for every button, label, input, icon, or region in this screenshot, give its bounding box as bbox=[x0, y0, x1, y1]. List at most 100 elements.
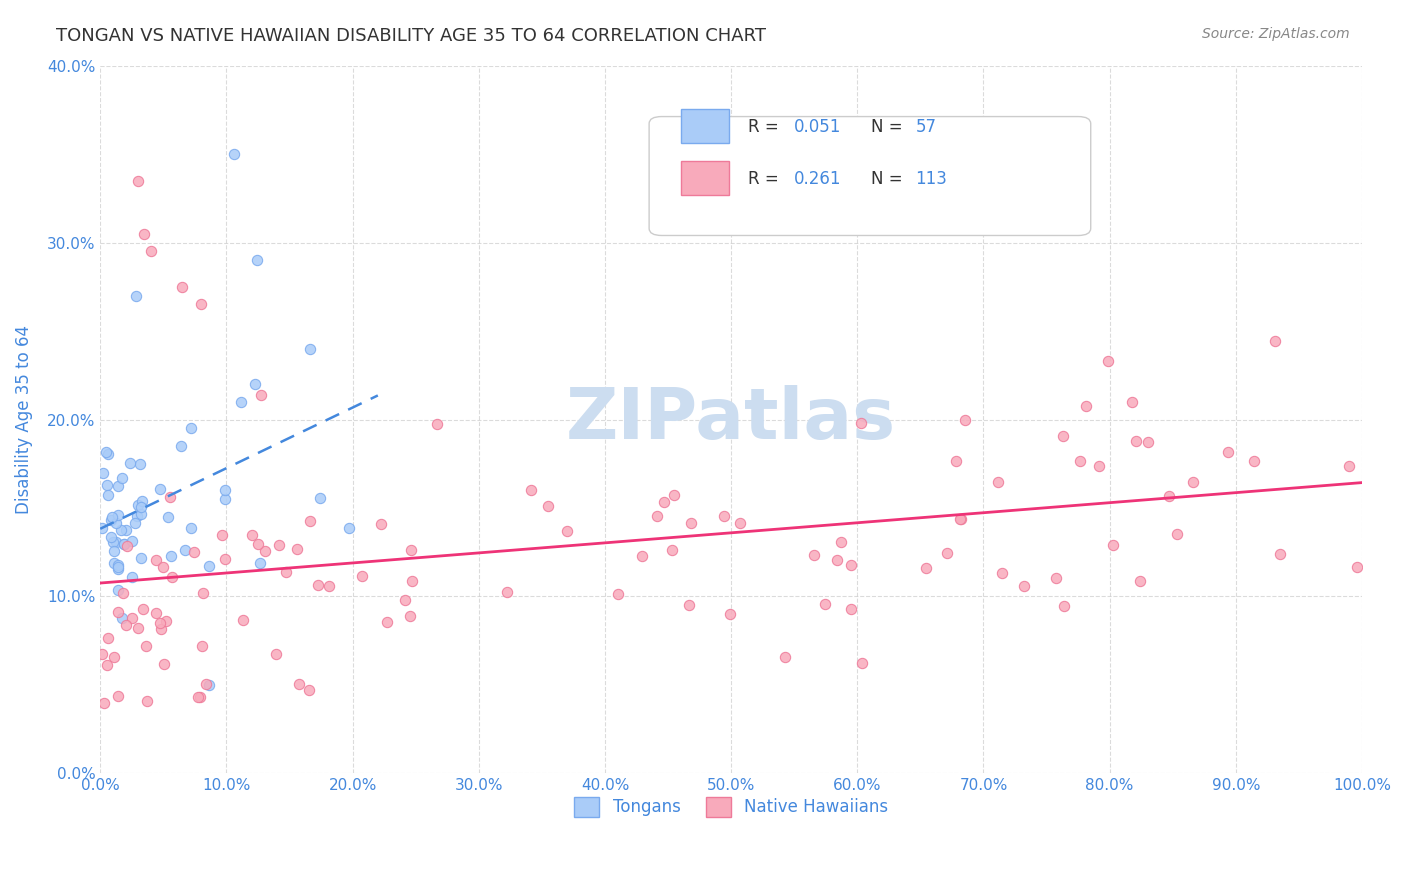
Point bbox=[97, 488, 120, 502]
Point bbox=[718, 607, 741, 622]
Text: N =: N = bbox=[872, 118, 908, 136]
Point bbox=[247, 537, 270, 551]
Point bbox=[1264, 334, 1286, 348]
Point bbox=[1129, 574, 1152, 589]
Point bbox=[803, 548, 825, 562]
Point bbox=[211, 527, 233, 541]
Point bbox=[1012, 579, 1035, 593]
Point bbox=[249, 556, 271, 570]
Point bbox=[104, 535, 127, 549]
Point bbox=[1182, 475, 1205, 489]
Point bbox=[773, 650, 796, 665]
Point bbox=[131, 551, 153, 566]
Point bbox=[103, 650, 125, 665]
Point bbox=[1166, 527, 1188, 541]
Point bbox=[127, 173, 149, 187]
Point bbox=[149, 482, 172, 496]
Point bbox=[150, 623, 173, 637]
Point bbox=[180, 520, 202, 534]
Point bbox=[537, 499, 560, 513]
Point bbox=[131, 601, 153, 615]
Point bbox=[187, 690, 209, 705]
Point bbox=[935, 546, 957, 560]
Text: R =: R = bbox=[748, 118, 783, 136]
Point bbox=[914, 561, 936, 575]
Point bbox=[1125, 434, 1147, 448]
Point bbox=[145, 553, 167, 567]
Text: ZIPatlas: ZIPatlas bbox=[567, 385, 896, 454]
Point bbox=[129, 500, 152, 515]
Point bbox=[298, 514, 321, 528]
Point bbox=[159, 490, 181, 504]
Point bbox=[131, 493, 153, 508]
FancyBboxPatch shape bbox=[650, 117, 1091, 235]
Point bbox=[232, 613, 254, 627]
Point bbox=[115, 540, 138, 554]
Point bbox=[107, 606, 129, 620]
Text: N =: N = bbox=[872, 169, 908, 188]
Point bbox=[298, 342, 321, 356]
Point bbox=[107, 561, 129, 575]
Point bbox=[377, 615, 399, 630]
Point bbox=[155, 614, 177, 628]
Point bbox=[107, 508, 129, 522]
Point bbox=[103, 556, 125, 570]
Point bbox=[129, 507, 152, 521]
Point bbox=[91, 521, 114, 535]
Point bbox=[110, 523, 132, 537]
Point bbox=[107, 479, 129, 493]
Point bbox=[813, 598, 835, 612]
Point bbox=[945, 454, 967, 468]
Point bbox=[949, 511, 972, 525]
Point bbox=[661, 543, 683, 558]
Point bbox=[401, 574, 423, 589]
Text: 57: 57 bbox=[915, 118, 936, 136]
Text: TONGAN VS NATIVE HAWAIIAN DISABILITY AGE 35 TO 64 CORRELATION CHART: TONGAN VS NATIVE HAWAIIAN DISABILITY AGE… bbox=[56, 27, 766, 45]
Point bbox=[1102, 538, 1125, 552]
Point bbox=[107, 558, 129, 573]
Point bbox=[631, 549, 654, 564]
Point bbox=[191, 586, 214, 600]
Point bbox=[121, 533, 143, 548]
Point bbox=[370, 516, 392, 531]
Point bbox=[198, 678, 221, 692]
Point bbox=[112, 537, 135, 551]
Text: Source: ZipAtlas.com: Source: ZipAtlas.com bbox=[1202, 27, 1350, 41]
Point bbox=[172, 280, 194, 294]
Point bbox=[97, 631, 120, 645]
Point bbox=[129, 458, 152, 472]
Text: 0.051: 0.051 bbox=[794, 118, 842, 136]
Point bbox=[135, 639, 157, 653]
Point bbox=[91, 466, 114, 480]
Point bbox=[173, 542, 195, 557]
Point bbox=[1270, 548, 1292, 562]
Point bbox=[97, 447, 120, 461]
Point bbox=[101, 534, 124, 549]
Point bbox=[107, 583, 129, 598]
Point bbox=[1097, 354, 1119, 368]
Point bbox=[214, 552, 236, 566]
Point bbox=[90, 647, 112, 661]
Point bbox=[1045, 571, 1067, 585]
Point bbox=[191, 639, 214, 653]
Point bbox=[96, 657, 118, 672]
Point bbox=[987, 475, 1010, 489]
Text: 0.261: 0.261 bbox=[794, 169, 842, 188]
Point bbox=[652, 495, 675, 509]
Y-axis label: Disability Age 35 to 64: Disability Age 35 to 64 bbox=[15, 325, 32, 514]
Point bbox=[107, 560, 129, 574]
Point bbox=[157, 510, 180, 524]
Point bbox=[180, 421, 202, 435]
Point bbox=[298, 682, 321, 697]
Point bbox=[1243, 454, 1265, 468]
Point bbox=[352, 569, 374, 583]
Point bbox=[1053, 599, 1076, 614]
Point bbox=[124, 516, 146, 530]
Point bbox=[100, 530, 122, 544]
Point bbox=[111, 611, 134, 625]
Point bbox=[250, 388, 273, 402]
Point bbox=[112, 536, 135, 550]
Point bbox=[188, 690, 211, 704]
Point bbox=[197, 558, 219, 573]
Point bbox=[114, 523, 136, 537]
